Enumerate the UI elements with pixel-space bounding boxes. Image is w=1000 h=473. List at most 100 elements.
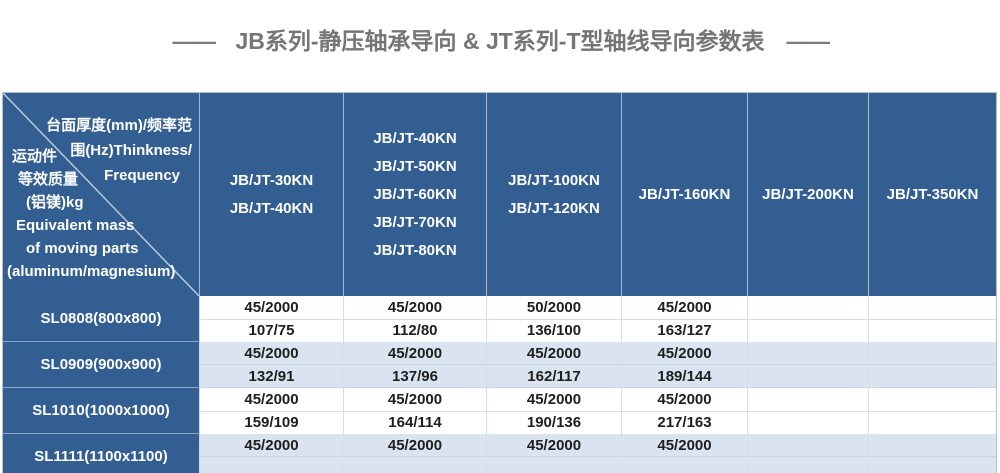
value-equivalent-mass: 132/91 <box>200 365 343 388</box>
empty-value <box>869 296 996 320</box>
empty-value <box>869 457 996 473</box>
value-cell: 45/2000 217/163 <box>622 388 748 434</box>
value-thickness-frequency: 45/2000 <box>487 388 621 412</box>
table-row-sl1010: SL1010(1000x1000) 45/2000 159/109 45/200… <box>3 388 996 434</box>
value-thickness-frequency: 45/2000 <box>344 342 486 365</box>
table-row-sl0808: SL0808(800x800) 45/2000 107/75 45/2000 1… <box>3 296 996 342</box>
table-header-row: 台面厚度(mm)/频率范 围(Hz)Thinkness/ Frequency 运… <box>3 93 996 296</box>
parameters-table: 台面厚度(mm)/频率范 围(Hz)Thinkness/ Frequency 运… <box>2 92 997 473</box>
empty-value <box>748 342 868 365</box>
column-header-line: JB/JT-120KN <box>508 199 600 217</box>
value-cell: 45/2000 137/96 <box>344 342 487 388</box>
empty-value <box>748 388 868 412</box>
value-thickness-frequency: 45/2000 <box>622 434 747 457</box>
value-cell: 45/2000 132/91 <box>200 342 344 388</box>
corner-bottom-line: (铝镁)kg <box>26 194 84 211</box>
column-header-line: JB/JT-40KN <box>373 129 457 147</box>
value-thickness-frequency: 45/2000 <box>344 434 486 457</box>
value-cell: 45/2000 164/114 <box>344 388 487 434</box>
row-label: SL0808(800x800) <box>3 296 200 342</box>
empty-value <box>748 412 868 435</box>
value-cell: 45/2000 112/80 <box>344 296 487 342</box>
empty-value <box>869 412 996 435</box>
corner-bottom-label: 运动件 等效质量 (铝镁)kg Equivalent mass of movin… <box>7 145 175 283</box>
value-cell: 45/2000 162/117 <box>487 342 622 388</box>
value-equivalent-mass: 217/163 <box>657 414 712 432</box>
value-equivalent-mass: 162/117 <box>487 365 621 388</box>
column-header-line: JB/JT-40KN <box>229 199 314 217</box>
page-title: —— JB系列-静压轴承导向 & JT系列-T型轴线导向参数表 —— <box>0 22 1000 56</box>
value-equivalent-mass <box>200 457 343 473</box>
empty-value <box>748 365 868 388</box>
corner-header-cell: 台面厚度(mm)/频率范 围(Hz)Thinkness/ Frequency 运… <box>3 93 200 296</box>
table-row-sl1111: SL1111(1100x1100) 45/2000 45/2000 45/200… <box>3 434 996 473</box>
value-cell: 45/2000 107/75 <box>200 296 344 342</box>
title-dash-left: —— <box>172 28 217 54</box>
row-label: SL0909(900x900) <box>3 342 200 388</box>
corner-top-line: 台面厚度(mm)/频率范 <box>46 117 192 134</box>
value-cell <box>869 296 996 342</box>
value-cell: 45/2000 159/109 <box>200 388 344 434</box>
column-header-line: JB/JT-50KN <box>373 157 457 175</box>
value-cell: 45/2000 163/127 <box>622 296 748 342</box>
empty-value <box>869 434 996 457</box>
table-row-sl0909: SL0909(900x900) 45/2000 132/91 45/2000 1… <box>3 342 996 388</box>
empty-value <box>869 342 996 365</box>
value-equivalent-mass: 164/114 <box>388 414 442 432</box>
column-header-350kn: JB/JT-350KN <box>869 93 996 296</box>
value-cell <box>869 388 996 434</box>
corner-bottom-line: (aluminum/magnesium) <box>7 263 176 280</box>
corner-bottom-line: 等效质量 <box>18 171 79 188</box>
value-cell: 50/2000 136/100 <box>487 296 622 342</box>
row-label: SL1010(1000x1000) <box>3 388 200 434</box>
column-header-100-120kn: JB/JT-100KN JB/JT-120KN <box>487 93 622 296</box>
value-cell: 45/2000 <box>487 434 622 473</box>
value-thickness-frequency: 45/2000 <box>200 296 343 320</box>
value-equivalent-mass: 159/109 <box>244 414 299 432</box>
value-thickness-frequency: 45/2000 <box>622 342 747 365</box>
value-cell <box>748 342 869 388</box>
value-thickness-frequency: 45/2000 <box>622 296 747 320</box>
value-cell: 45/2000 <box>622 434 748 473</box>
value-equivalent-mass: 137/96 <box>344 365 486 388</box>
column-header-160kn: JB/JT-160KN <box>622 93 748 296</box>
empty-value <box>869 320 996 343</box>
value-cell <box>748 296 869 342</box>
value-equivalent-mass: 189/144 <box>622 365 747 388</box>
value-cell <box>869 342 996 388</box>
value-cell <box>748 388 869 434</box>
corner-bottom-line: Equivalent mass <box>16 217 135 234</box>
corner-bottom-line: 运动件 <box>12 148 58 165</box>
title-dash-right: —— <box>786 28 831 54</box>
value-cell: 45/2000 190/136 <box>487 388 622 434</box>
value-cell <box>869 434 996 473</box>
row-label: SL1111(1100x1100) <box>3 434 200 473</box>
value-cell: 45/2000 <box>344 434 487 473</box>
column-header-line: JB/JT-160KN <box>638 185 731 203</box>
corner-top-line: 围(Hz)Thinkness/ <box>70 142 192 159</box>
value-equivalent-mass: 163/127 <box>657 322 712 340</box>
value-equivalent-mass <box>487 457 621 473</box>
value-thickness-frequency: 45/2000 <box>344 296 486 320</box>
column-header-line: JB/JT-70KN <box>373 213 457 231</box>
corner-top-label: 台面厚度(mm)/频率范 围(Hz)Thinkness/ Frequency <box>46 113 192 188</box>
value-cell: 45/2000 <box>200 434 344 473</box>
value-equivalent-mass: 112/80 <box>392 322 438 340</box>
value-cell <box>748 434 869 473</box>
column-header-200kn: JB/JT-200KN <box>748 93 869 296</box>
value-equivalent-mass <box>622 457 747 473</box>
title-text: JB系列-静压轴承导向 & JT系列-T型轴线导向参数表 <box>235 28 765 54</box>
empty-value <box>748 296 868 320</box>
column-header-line: JB/JT-80KN <box>373 241 457 259</box>
empty-value <box>748 434 868 457</box>
empty-value <box>748 457 868 473</box>
value-equivalent-mass <box>344 457 486 473</box>
corner-bottom-line: of moving parts <box>26 240 139 257</box>
value-thickness-frequency: 45/2000 <box>344 388 486 412</box>
diagonal-divider-line <box>3 93 199 296</box>
value-thickness-frequency: 45/2000 <box>487 342 621 365</box>
value-cell: 45/2000 189/144 <box>622 342 748 388</box>
column-header-line: JB/JT-60KN <box>373 185 457 203</box>
value-thickness-frequency: 45/2000 <box>200 434 343 457</box>
